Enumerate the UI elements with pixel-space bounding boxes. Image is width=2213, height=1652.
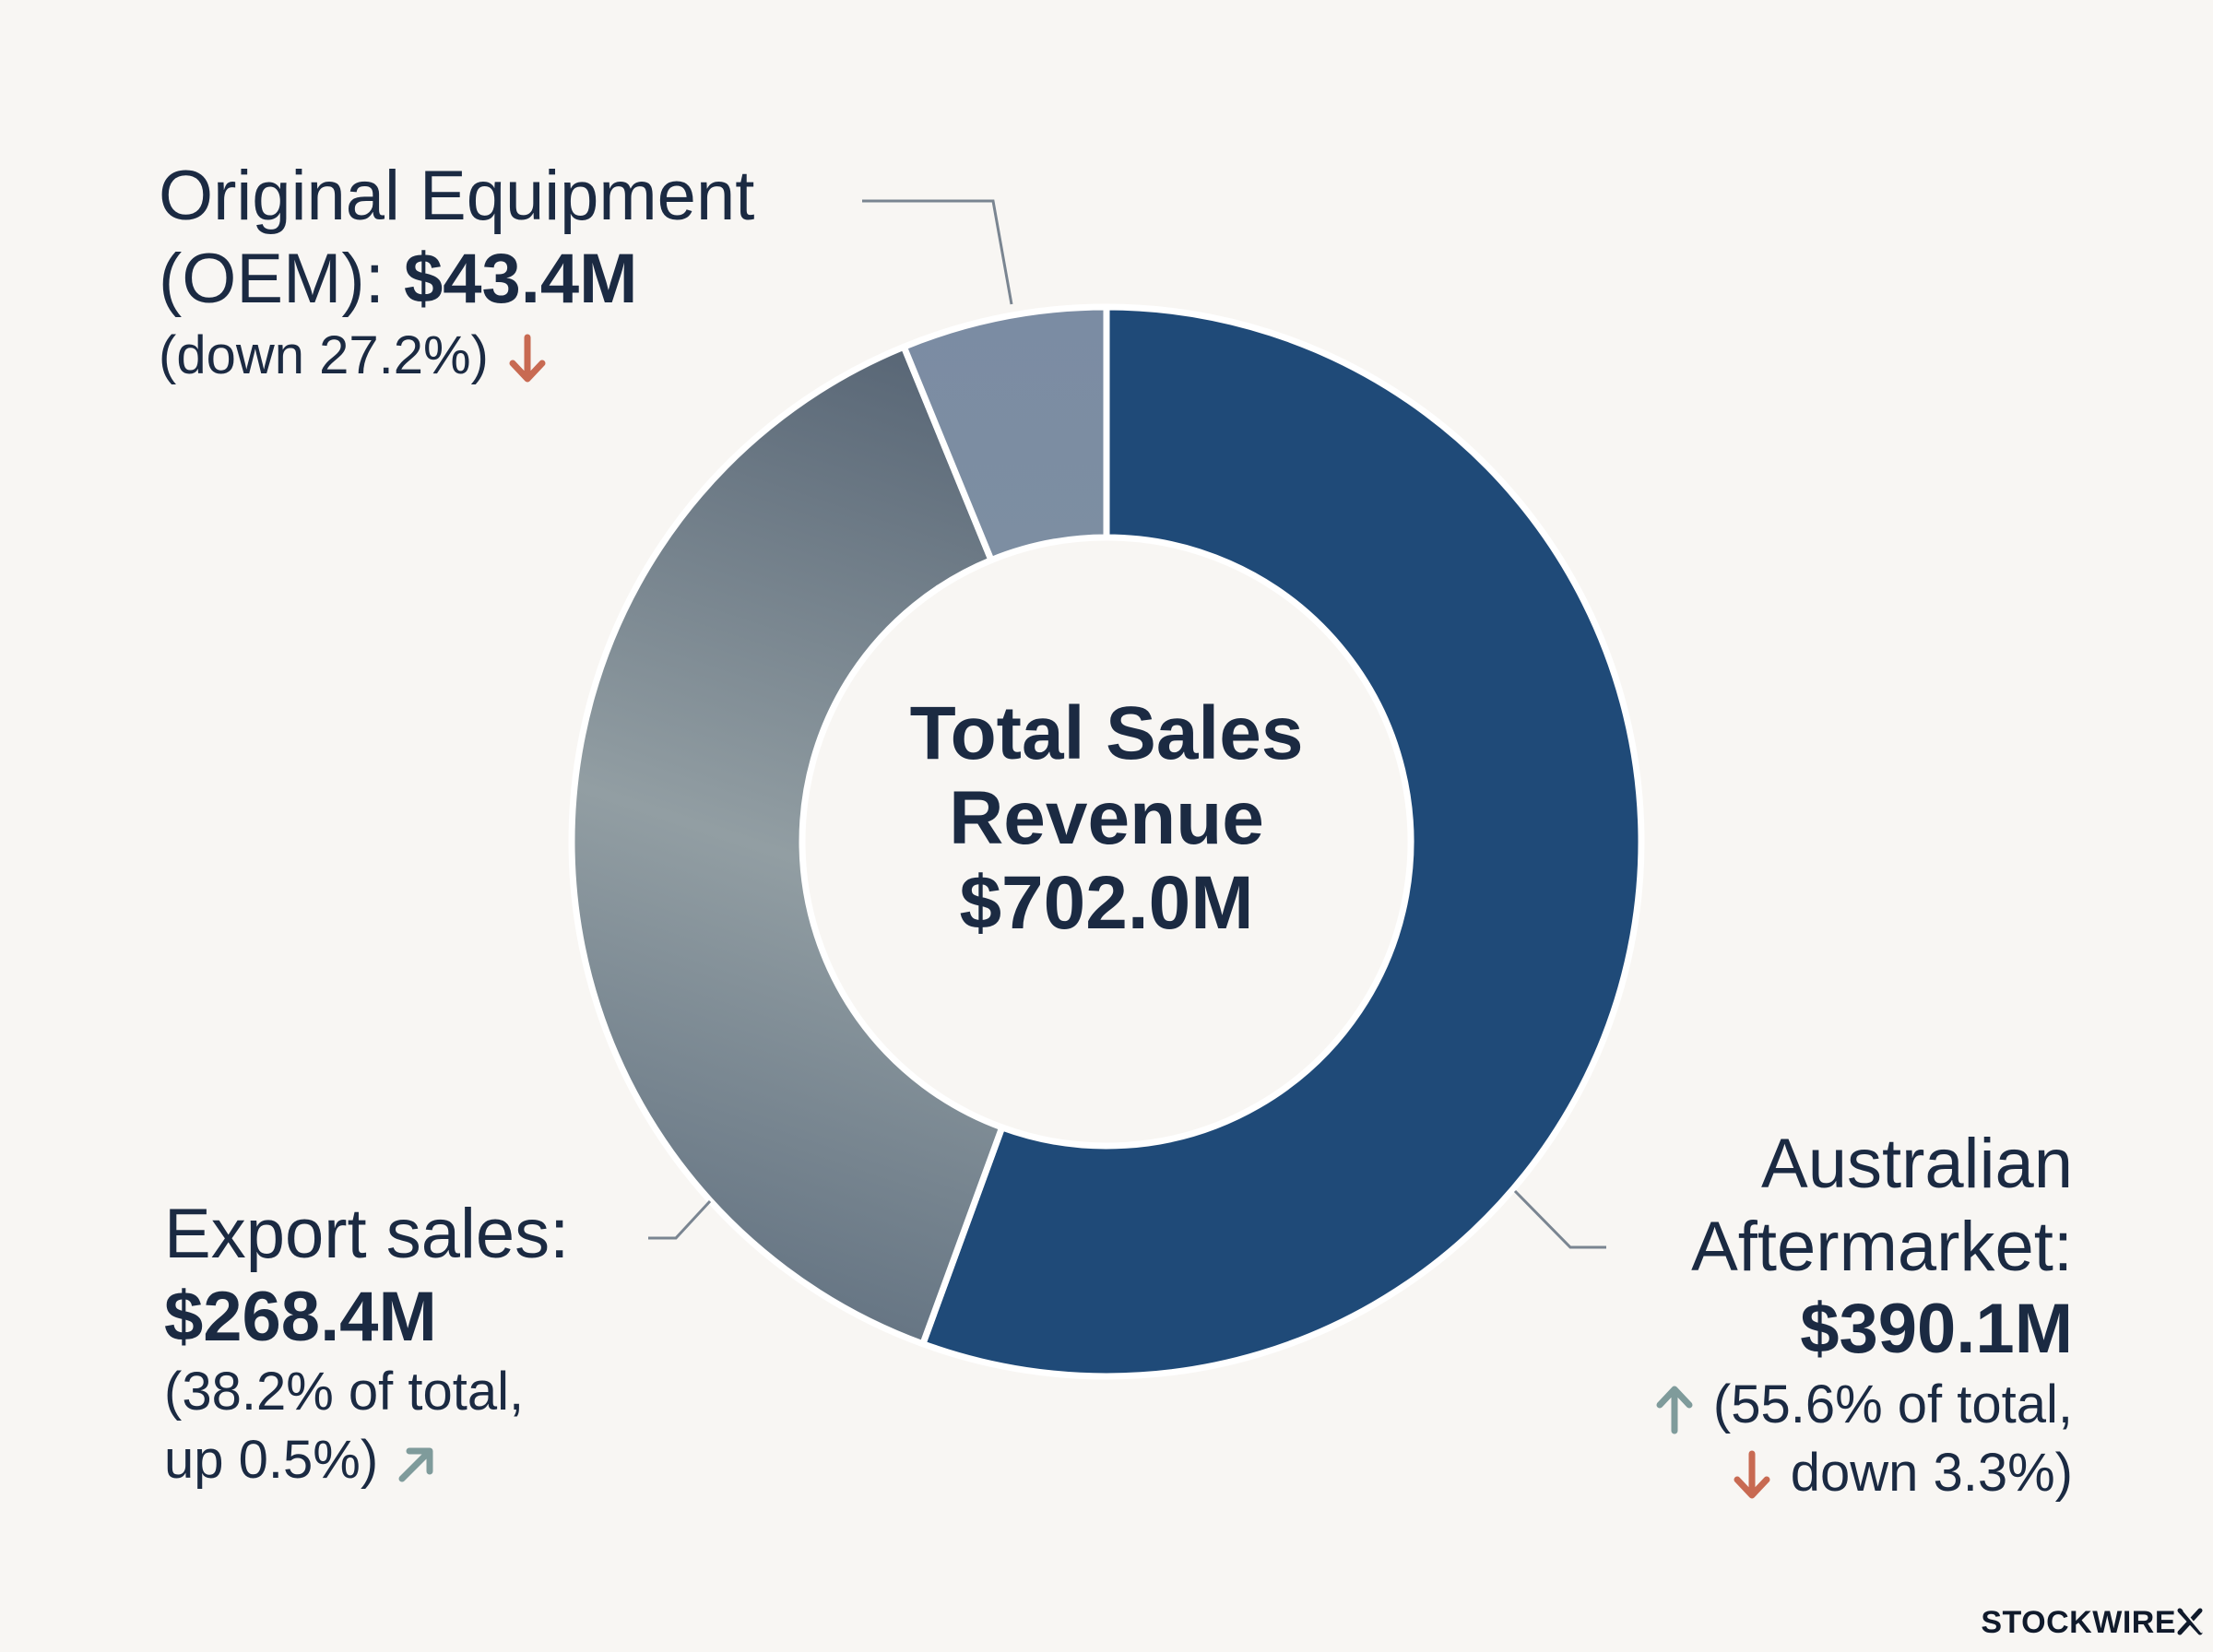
slice-australian-aftermarket <box>919 303 1645 1380</box>
aftermarket-value: $390.1M <box>1800 1290 2073 1369</box>
leader-line-oem <box>862 199 1013 305</box>
label-oem: Original Equipment (OEM): $43.4M (down 2… <box>159 155 754 390</box>
aftermarket-name-line1: Australian <box>1761 1125 2073 1203</box>
up-right-arrow-icon <box>398 1447 433 1482</box>
export-detail-line2: up 0.5%) <box>164 1430 379 1490</box>
aftermarket-detail-line1: (55.6% of total, <box>1712 1375 2073 1435</box>
aftermarket-detail-line2: down 3.3%) <box>1790 1442 2073 1503</box>
slice-oem <box>900 303 1110 564</box>
x-logo-icon <box>2176 1608 2204 1635</box>
up-arrow-icon <box>1656 1386 1693 1434</box>
slice-export-sales <box>568 343 1006 1348</box>
center-total-value: $702.0M <box>959 860 1254 945</box>
down-arrow-icon <box>1734 1450 1770 1499</box>
center-label: Total Sales Revenue $702.0M <box>830 691 1383 945</box>
leader-line-export <box>648 1199 712 1240</box>
down-arrow-icon <box>509 334 546 383</box>
brand-name: STOCKWIRE <box>1981 1605 2176 1640</box>
aftermarket-name-line2: Aftermarket: <box>1691 1207 2073 1286</box>
export-value: $268.4M <box>164 1277 437 1356</box>
oem-detail: (down 27.2%) <box>159 325 489 386</box>
export-name: Export sales: <box>164 1195 570 1273</box>
leader-line-aftermarket <box>1513 1189 1606 1249</box>
label-export: Export sales: $268.4M (38.2% of total, u… <box>164 1193 569 1494</box>
oem-name-line2: (OEM): <box>159 239 404 318</box>
center-label-line1: Total Sales <box>909 691 1304 775</box>
oem-name-line1: Original Equipment <box>159 157 755 235</box>
center-label-line2: Revenue <box>949 775 1264 860</box>
export-detail-line1: (38.2% of total, <box>164 1362 525 1422</box>
label-aftermarket: Australian Aftermarket: $390.1M (55.6% o… <box>1651 1123 2073 1506</box>
oem-value: $43.4M <box>403 239 638 318</box>
brand-logo: STOCKWIRE <box>1981 1605 2204 1641</box>
